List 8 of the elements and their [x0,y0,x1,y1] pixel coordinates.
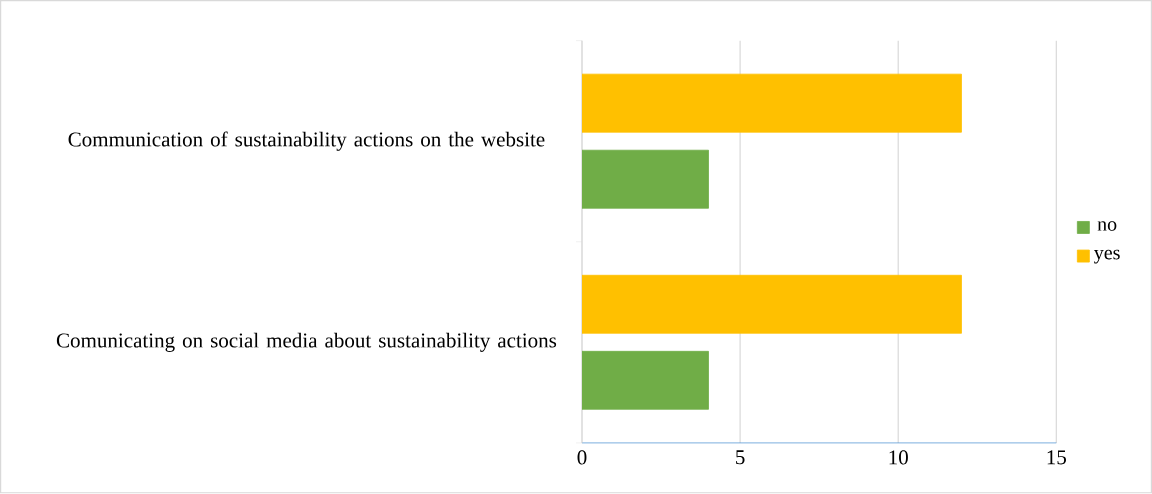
y-tick-label: Communication of sustainability actions on the website [68,131,545,152]
x-tick-label: 10 [889,450,908,465]
x-tick-label: 15 [1047,450,1066,465]
y-tick-label: Comunicating on social media about sustainability actions [56,333,557,353]
legend-label: yes [1094,249,1120,264]
x-tick-label: 0 [577,450,587,465]
x-tick-label: 5 [736,450,745,465]
legend-label: no [1097,221,1117,232]
